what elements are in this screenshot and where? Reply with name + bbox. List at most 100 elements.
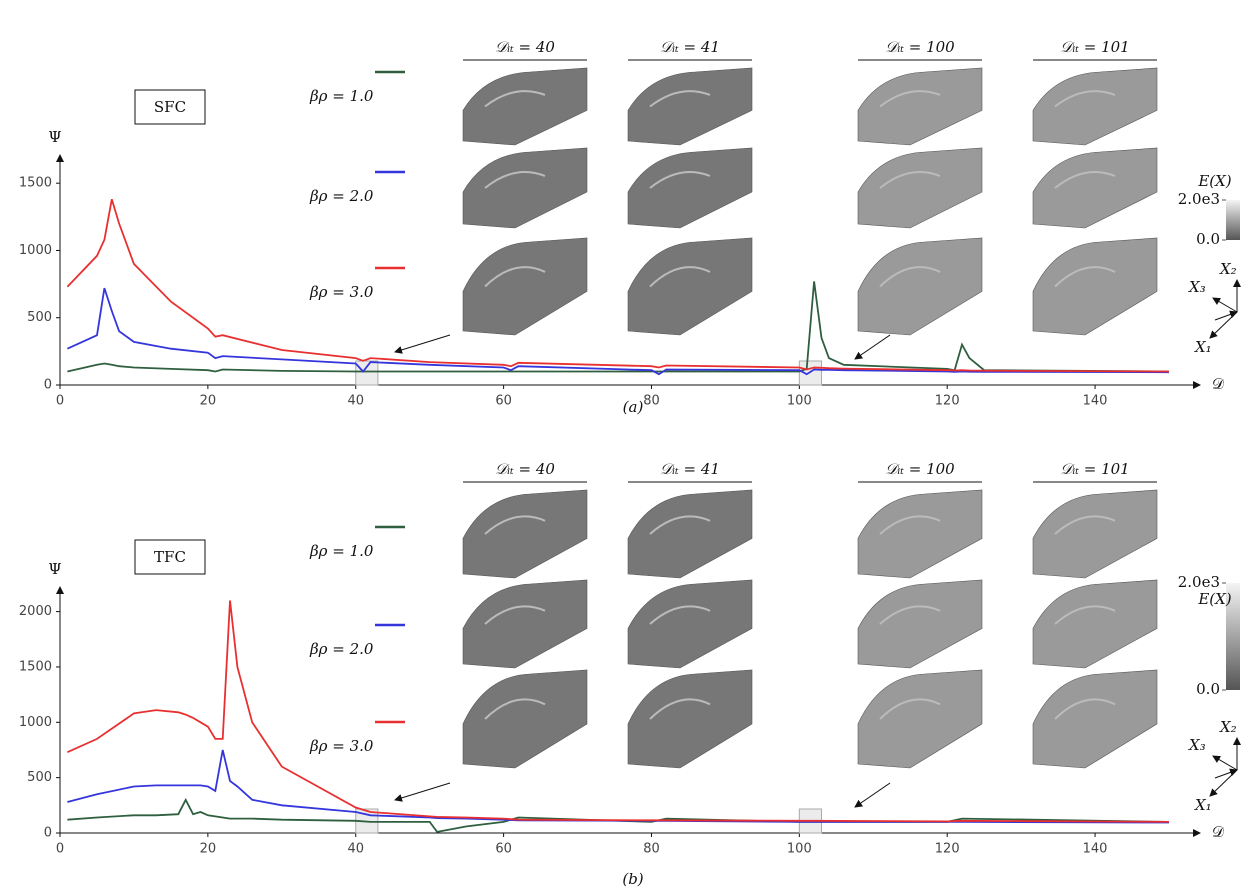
column-label: 𝒟ᵢₜ = 101: [1060, 460, 1129, 478]
render-image: [627, 237, 753, 336]
render-detail: [484, 515, 546, 535]
x-tick-label: 120: [935, 394, 960, 409]
triad-label: X₁: [1194, 338, 1212, 356]
render-image: [1032, 489, 1158, 579]
colorbar: [1226, 200, 1240, 240]
series-line: [67, 749, 1170, 824]
render-image: [462, 147, 588, 229]
x-axis-label: 𝒟: [1212, 375, 1224, 393]
render-detail: [879, 698, 941, 720]
chart-title: TFC: [154, 548, 186, 566]
x-tick-label: 0: [56, 394, 64, 409]
x-tick-label: 0: [56, 842, 64, 857]
x-tick-label: 40: [347, 842, 364, 857]
x-tick-label: 20: [200, 842, 217, 857]
render-detail: [649, 266, 711, 288]
colorbar-tick-label: 2.0e3: [1178, 573, 1220, 591]
colorbar-label: E(X): [1197, 172, 1231, 190]
render-image: [627, 669, 753, 769]
colorbar-tick-label: 2.0e3: [1178, 190, 1220, 208]
pointer-arrow: [394, 782, 451, 802]
highlight-box: [355, 360, 379, 386]
series-line: [67, 797, 1170, 833]
render-image: [857, 489, 983, 579]
x-tick-label: 140: [1083, 842, 1108, 857]
render-image: [857, 237, 983, 336]
legend-label: βρ = 1.0: [309, 542, 374, 560]
x-tick-label: 140: [1083, 394, 1108, 409]
legend-label: βρ = 3.0: [309, 283, 374, 301]
render-detail: [879, 515, 941, 535]
render-image: [462, 579, 588, 669]
y-tick-label: 500: [27, 310, 52, 325]
render-detail: [649, 171, 711, 189]
x-tick-label: 100: [787, 394, 812, 409]
column-label: 𝒟ᵢₜ = 100: [885, 38, 955, 56]
render-detail: [484, 90, 546, 108]
render-detail: [484, 605, 546, 625]
render-image: [857, 669, 983, 769]
render-detail: [1054, 605, 1116, 625]
render-detail: [484, 698, 546, 720]
triad-label: X₃: [1188, 736, 1206, 754]
chart-title: SFC: [154, 98, 186, 116]
render-image: [1032, 669, 1158, 769]
triad-axis: [1209, 769, 1238, 797]
x-tick-label: 100: [787, 842, 812, 857]
y-tick-label: 1500: [19, 659, 52, 674]
render-detail: [649, 605, 711, 625]
render-detail: [879, 90, 941, 108]
column-label: 𝒟ᵢₜ = 40: [495, 460, 555, 478]
x-axis-label: 𝒟: [1212, 823, 1224, 841]
render-image: [627, 489, 753, 579]
render-image: [857, 67, 983, 146]
colorbar: [1226, 583, 1240, 690]
caption: (a): [623, 398, 644, 416]
y-tick-label: 0: [44, 826, 52, 841]
triad-axis: [1214, 310, 1238, 321]
series-line: [67, 281, 1170, 373]
series-line: [67, 287, 1170, 376]
render-detail: [649, 698, 711, 720]
render-image: [1032, 237, 1158, 336]
render-detail: [879, 266, 941, 288]
triad-label: X₂: [1219, 718, 1237, 736]
render-detail: [1054, 171, 1116, 189]
pointer-arrow: [394, 334, 451, 354]
render-image: [627, 147, 753, 229]
colorbar-tick-label: 0.0: [1196, 680, 1220, 698]
render-detail: [879, 171, 941, 189]
render-image: [1032, 147, 1158, 229]
y-tick-label: 2000: [19, 604, 52, 619]
render-detail: [1054, 266, 1116, 288]
series-line: [66, 199, 1170, 373]
column-label: 𝒟ᵢₜ = 41: [660, 460, 720, 478]
x-tick-label: 20: [200, 394, 217, 409]
y-tick-label: 1500: [19, 176, 52, 191]
triad-label: X₃: [1188, 278, 1206, 296]
triad-axis: [1209, 311, 1238, 339]
render-image: [627, 67, 753, 146]
legend-label: βρ = 2.0: [309, 187, 374, 205]
series-line: [67, 600, 1170, 823]
pointer-arrow: [854, 782, 891, 808]
y-axis-label: Ψ: [48, 128, 61, 146]
x-tick-label: 40: [347, 394, 364, 409]
triad-axis: [1212, 755, 1238, 771]
x-tick-label: 60: [495, 842, 512, 857]
render-image: [1032, 579, 1158, 669]
render-detail: [1054, 515, 1116, 535]
triad-label: X₂: [1219, 260, 1237, 278]
render-image: [857, 147, 983, 229]
triad-label: X₁: [1194, 796, 1212, 814]
render-detail: [649, 90, 711, 108]
render-detail: [1054, 698, 1116, 720]
pointer-arrow: [854, 334, 891, 360]
column-label: 𝒟ᵢₜ = 41: [660, 38, 720, 56]
render-image: [1032, 67, 1158, 146]
column-label: 𝒟ᵢₜ = 40: [495, 38, 555, 56]
caption: (b): [622, 870, 643, 888]
render-image: [462, 67, 588, 146]
x-tick-label: 120: [935, 842, 960, 857]
